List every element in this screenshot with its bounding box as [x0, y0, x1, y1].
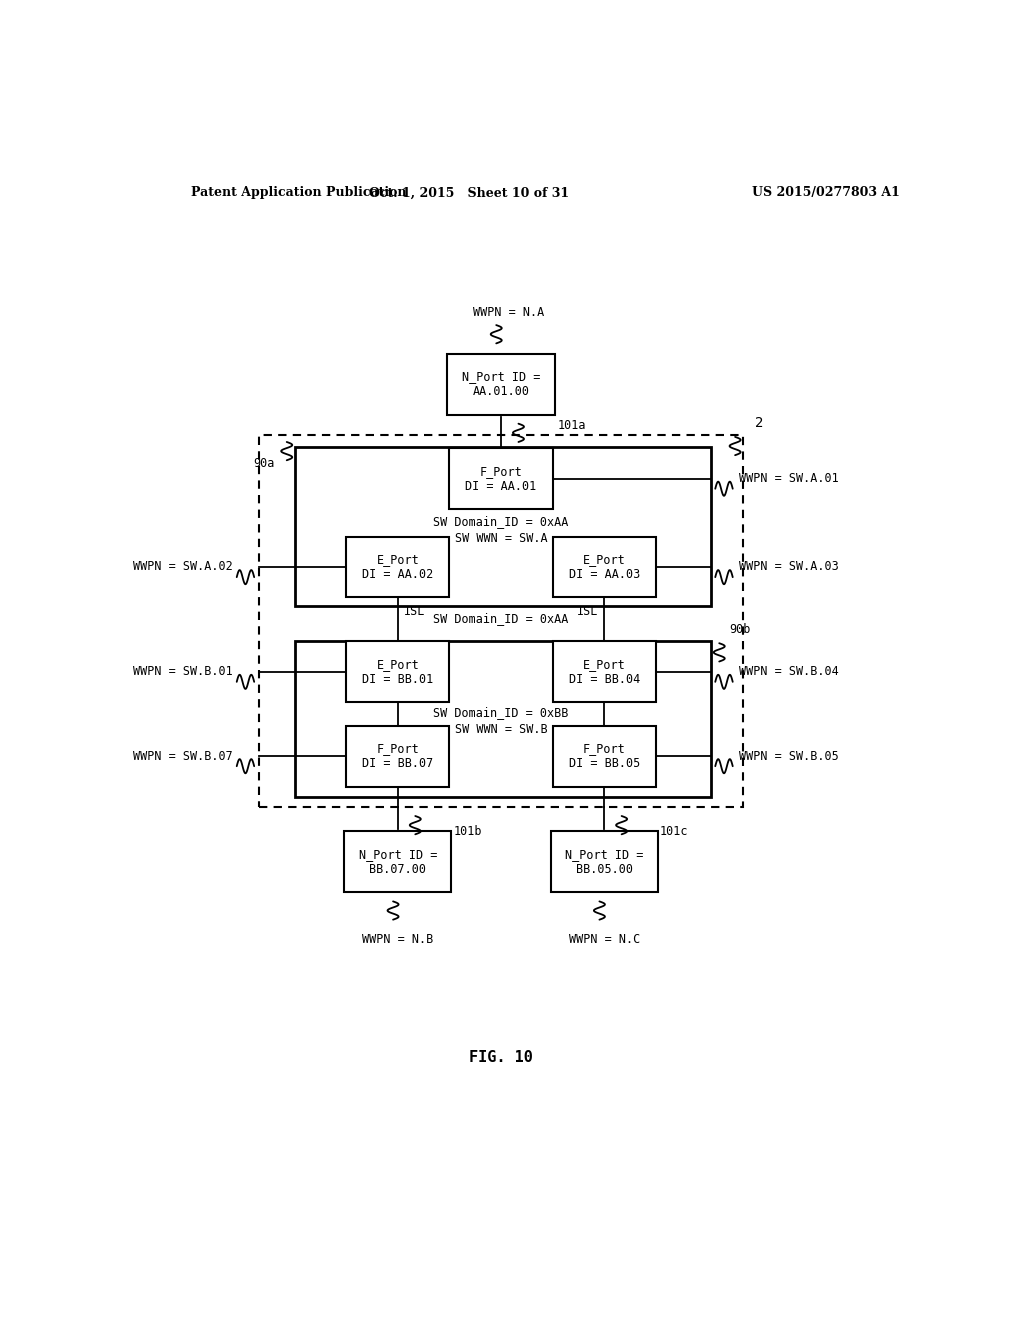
- Text: N_Port ID =
AA.01.00: N_Port ID = AA.01.00: [462, 370, 541, 399]
- FancyBboxPatch shape: [551, 832, 657, 892]
- Text: Patent Application Publication: Patent Application Publication: [191, 186, 407, 199]
- FancyBboxPatch shape: [447, 354, 555, 414]
- Text: E_Port
DI = BB.01: E_Port DI = BB.01: [362, 657, 433, 685]
- FancyBboxPatch shape: [553, 536, 655, 598]
- FancyBboxPatch shape: [346, 726, 450, 787]
- Text: 90a: 90a: [254, 457, 274, 470]
- Text: 101b: 101b: [454, 825, 482, 838]
- Text: E_Port
DI = AA.03: E_Port DI = AA.03: [568, 553, 640, 581]
- FancyBboxPatch shape: [259, 434, 743, 807]
- Text: WWPN = SW.B.07: WWPN = SW.B.07: [133, 750, 232, 763]
- FancyBboxPatch shape: [346, 642, 450, 702]
- Text: F_Port
DI = BB.05: F_Port DI = BB.05: [568, 742, 640, 770]
- FancyBboxPatch shape: [344, 832, 452, 892]
- Text: WWPN = SW.A.02: WWPN = SW.A.02: [133, 561, 232, 573]
- Text: Oct. 1, 2015   Sheet 10 of 31: Oct. 1, 2015 Sheet 10 of 31: [370, 186, 569, 199]
- Text: ISL: ISL: [577, 605, 598, 618]
- Text: ISL: ISL: [404, 605, 426, 618]
- FancyBboxPatch shape: [295, 447, 712, 606]
- Text: WWPN = SW.A.01: WWPN = SW.A.01: [739, 473, 839, 484]
- FancyBboxPatch shape: [295, 642, 712, 797]
- Text: US 2015/0277803 A1: US 2015/0277803 A1: [753, 186, 900, 199]
- Text: N_Port ID =
BB.07.00: N_Port ID = BB.07.00: [358, 847, 437, 875]
- Text: 90b: 90b: [729, 623, 751, 636]
- Text: E_Port
DI = AA.02: E_Port DI = AA.02: [362, 553, 433, 581]
- Text: WWPN = SW.B.04: WWPN = SW.B.04: [739, 665, 839, 678]
- Text: SW WWN = SW.B: SW WWN = SW.B: [455, 723, 547, 737]
- Text: SW WWN = SW.A: SW WWN = SW.A: [455, 532, 547, 545]
- Text: E_Port
DI = BB.04: E_Port DI = BB.04: [568, 657, 640, 685]
- Text: SW Domain_ID = 0xAA: SW Domain_ID = 0xAA: [433, 612, 568, 624]
- Text: WWPN = SW.A.03: WWPN = SW.A.03: [739, 561, 839, 573]
- FancyBboxPatch shape: [450, 447, 553, 510]
- Text: SW Domain_ID = 0xBB: SW Domain_ID = 0xBB: [433, 706, 568, 719]
- Text: FIG. 10: FIG. 10: [469, 1051, 532, 1065]
- Text: WWPN = N.A: WWPN = N.A: [473, 306, 545, 319]
- Text: 101a: 101a: [558, 418, 587, 432]
- Text: WWPN = N.B: WWPN = N.B: [362, 933, 433, 946]
- Text: 101c: 101c: [659, 825, 688, 838]
- Text: N_Port ID =
BB.05.00: N_Port ID = BB.05.00: [565, 847, 643, 875]
- FancyBboxPatch shape: [553, 726, 655, 787]
- Text: WWPN = SW.B.01: WWPN = SW.B.01: [133, 665, 232, 678]
- FancyBboxPatch shape: [346, 536, 450, 598]
- FancyBboxPatch shape: [553, 642, 655, 702]
- Text: 2: 2: [755, 416, 763, 430]
- Text: WWPN = N.C: WWPN = N.C: [568, 933, 640, 946]
- Text: F_Port
DI = BB.07: F_Port DI = BB.07: [362, 742, 433, 770]
- Text: SW Domain_ID = 0xAA: SW Domain_ID = 0xAA: [433, 515, 568, 528]
- Text: F_Port
DI = AA.01: F_Port DI = AA.01: [465, 465, 537, 492]
- Text: WWPN = SW.B.05: WWPN = SW.B.05: [739, 750, 839, 763]
